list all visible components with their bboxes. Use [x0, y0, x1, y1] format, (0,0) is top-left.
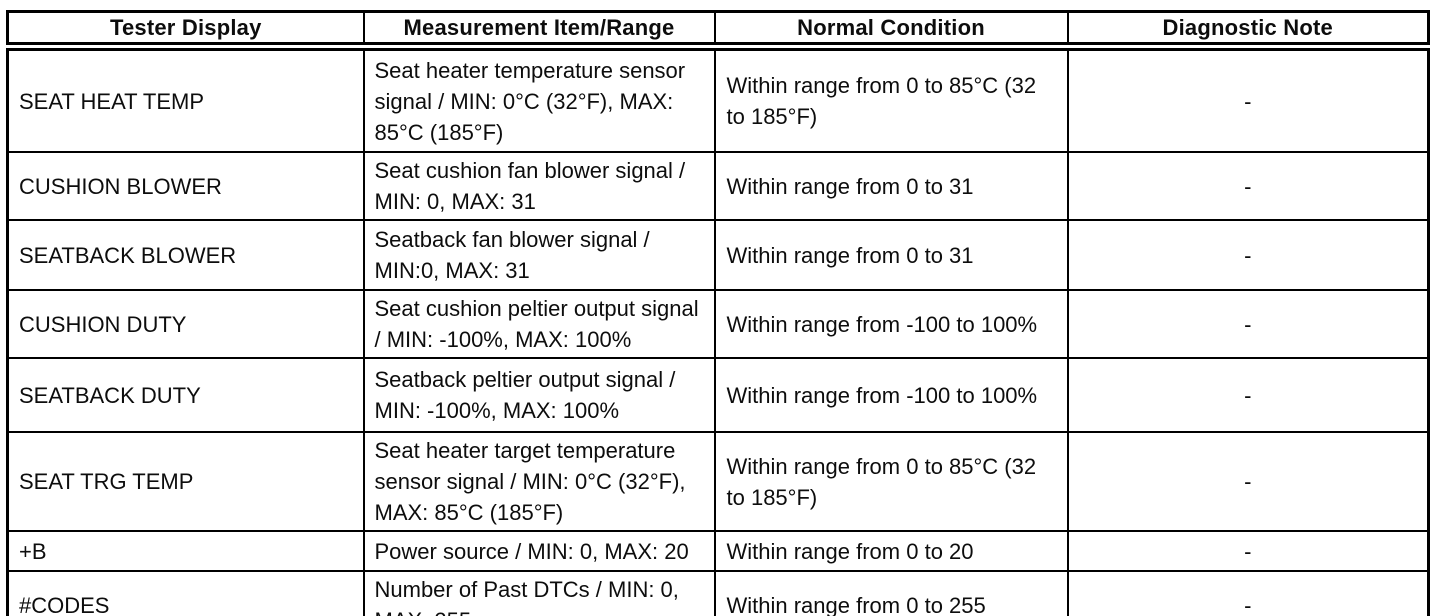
- row-seat-heat-temp: SEAT HEAT TEMP Seat heater temperature s…: [6, 45, 1430, 153]
- cell-diagnostic-note: -: [1066, 219, 1430, 291]
- cell-diagnostic-note: -: [1066, 289, 1430, 359]
- cell-tester-display: SEATBACK BLOWER: [6, 219, 365, 291]
- cell-normal-condition: Within range from -100 to 100%: [713, 357, 1069, 433]
- cell-normal-condition: Within range from 0 to 85°C (32 to 185°F…: [713, 45, 1069, 153]
- cell-measurement-item-range: Seatback peltier output signal / MIN: -1…: [362, 357, 716, 433]
- cell-normal-condition: Within range from 0 to 255: [713, 570, 1069, 616]
- cell-tester-display: SEAT HEAT TEMP: [6, 45, 365, 153]
- col-header-tester-display: Tester Display: [6, 10, 365, 51]
- cell-measurement-item-range: Seat cushion fan blower signal / MIN: 0,…: [362, 151, 716, 221]
- cell-tester-display: CUSHION DUTY: [6, 289, 365, 359]
- cell-diagnostic-note: -: [1066, 431, 1430, 532]
- cell-tester-display: SEAT TRG TEMP: [6, 431, 365, 532]
- row-plus-b: +B Power source / MIN: 0, MAX: 20 Within…: [6, 530, 1430, 572]
- row-seatback-blower: SEATBACK BLOWER Seatback fan blower sign…: [6, 219, 1430, 291]
- cell-tester-display: +B: [6, 530, 365, 572]
- cell-measurement-item-range: Seat heater temperature sensor signal / …: [362, 45, 716, 153]
- cell-tester-display: SEATBACK DUTY: [6, 357, 365, 433]
- header-row: Tester Display Measurement Item/Range No…: [6, 10, 1430, 51]
- data-list-table: Tester Display Measurement Item/Range No…: [6, 10, 1430, 616]
- cell-measurement-item-range: Power source / MIN: 0, MAX: 20: [362, 530, 716, 572]
- cell-measurement-item-range: Seatback fan blower signal / MIN:0, MAX:…: [362, 219, 716, 291]
- row-cushion-blower: CUSHION BLOWER Seat cushion fan blower s…: [6, 151, 1430, 221]
- row-cushion-duty: CUSHION DUTY Seat cushion peltier output…: [6, 289, 1430, 359]
- cell-normal-condition: Within range from 0 to 20: [713, 530, 1069, 572]
- col-header-normal-condition: Normal Condition: [713, 10, 1069, 51]
- cell-normal-condition: Within range from 0 to 31: [713, 219, 1069, 291]
- cell-diagnostic-note: -: [1066, 45, 1430, 153]
- cell-normal-condition: Within range from 0 to 31: [713, 151, 1069, 221]
- row-seat-trg-temp: SEAT TRG TEMP Seat heater target tempera…: [6, 431, 1430, 532]
- cell-diagnostic-note: -: [1066, 570, 1430, 616]
- cell-diagnostic-note: -: [1066, 530, 1430, 572]
- row-codes: #CODES Number of Past DTCs / MIN: 0, MAX…: [6, 570, 1430, 616]
- cell-diagnostic-note: -: [1066, 357, 1430, 433]
- col-header-measurement-item-range: Measurement Item/Range: [362, 10, 716, 51]
- row-seatback-duty: SEATBACK DUTY Seatback peltier output si…: [6, 357, 1430, 433]
- cell-normal-condition: Within range from -100 to 100%: [713, 289, 1069, 359]
- cell-tester-display: CUSHION BLOWER: [6, 151, 365, 221]
- cell-normal-condition: Within range from 0 to 85°C (32 to 185°F…: [713, 431, 1069, 532]
- cell-measurement-item-range: Seat cushion peltier output signal / MIN…: [362, 289, 716, 359]
- col-header-diagnostic-note: Diagnostic Note: [1066, 10, 1430, 51]
- cell-tester-display: #CODES: [6, 570, 365, 616]
- cell-measurement-item-range: Number of Past DTCs / MIN: 0, MAX: 255: [362, 570, 716, 616]
- cell-measurement-item-range: Seat heater target temperature sensor si…: [362, 431, 716, 532]
- document-page: Tester Display Measurement Item/Range No…: [0, 10, 1456, 616]
- cell-diagnostic-note: -: [1066, 151, 1430, 221]
